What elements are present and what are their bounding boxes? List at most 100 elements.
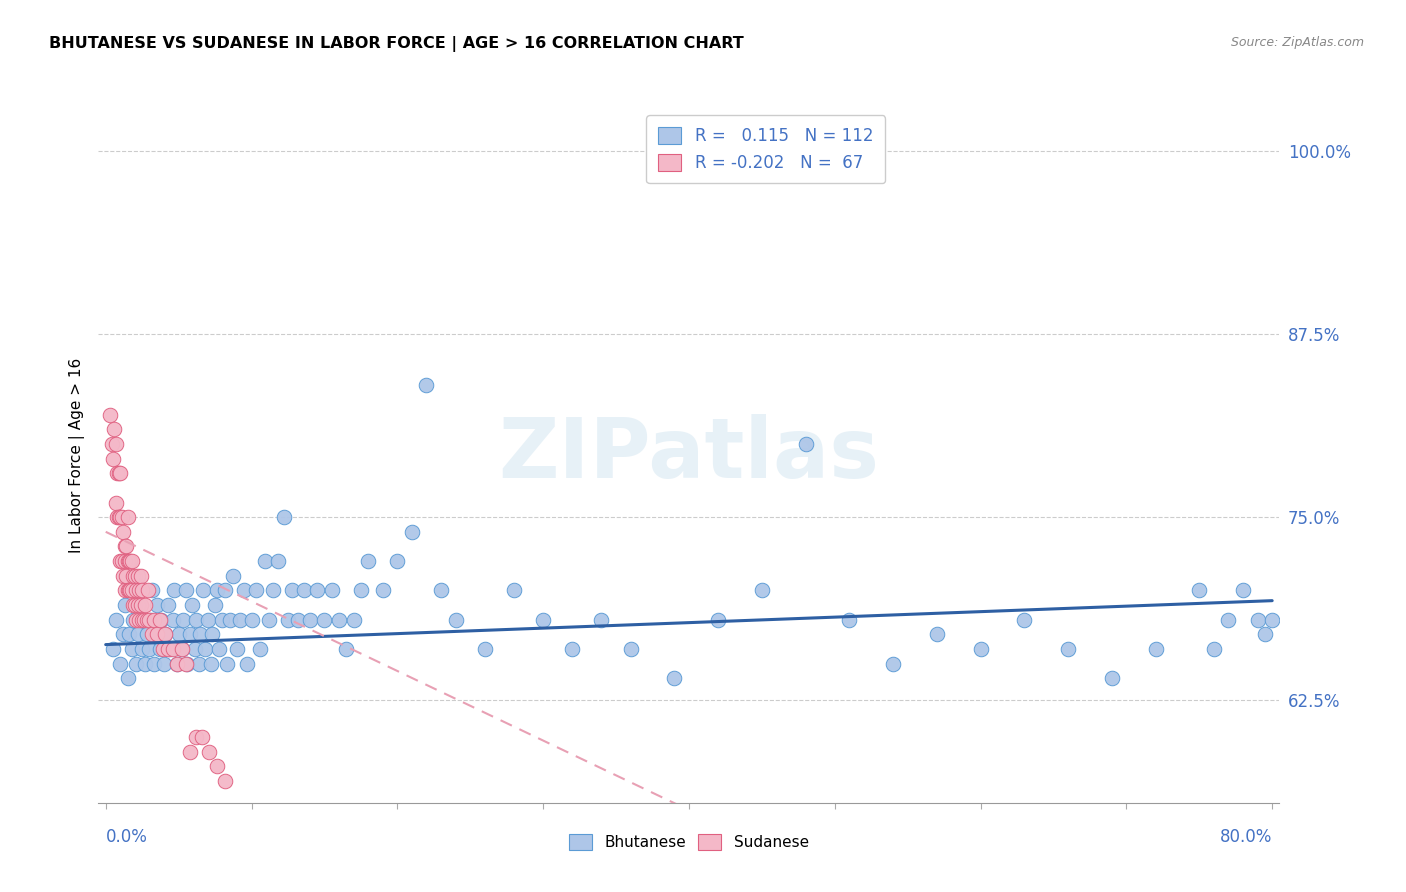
Point	[117, 671, 139, 685]
Point	[114, 554, 136, 568]
Point	[112, 627, 135, 641]
Point	[115, 540, 138, 554]
Point	[211, 613, 233, 627]
Point	[131, 613, 153, 627]
Point	[184, 730, 207, 744]
Point	[503, 583, 526, 598]
Point	[104, 437, 127, 451]
Point	[125, 657, 148, 671]
Point	[233, 583, 256, 598]
Point	[474, 642, 496, 657]
Point	[591, 613, 613, 627]
Legend: Bhutanese, Sudanese: Bhutanese, Sudanese	[561, 827, 817, 858]
Point	[664, 671, 686, 685]
Point	[153, 657, 176, 671]
Point	[159, 642, 181, 657]
Point	[155, 627, 177, 641]
Point	[179, 627, 201, 641]
Point	[170, 642, 193, 657]
Point	[121, 642, 143, 657]
Point	[157, 642, 180, 657]
Point	[101, 451, 124, 466]
Point	[183, 642, 205, 657]
Point	[204, 598, 226, 612]
Point	[531, 613, 554, 627]
Point	[149, 613, 172, 627]
Point	[240, 613, 263, 627]
Y-axis label: In Labor Force | Age > 16: In Labor Force | Age > 16	[69, 358, 84, 552]
Point	[98, 408, 121, 422]
Point	[129, 598, 152, 612]
Point	[104, 495, 127, 509]
Point	[314, 613, 336, 627]
Point	[794, 437, 817, 451]
Point	[143, 627, 166, 641]
Point	[205, 583, 228, 598]
Point	[110, 510, 132, 524]
Point	[110, 554, 132, 568]
Text: BHUTANESE VS SUDANESE IN LABOR FORCE | AGE > 16 CORRELATION CHART: BHUTANESE VS SUDANESE IN LABOR FORCE | A…	[49, 36, 744, 52]
Point	[444, 613, 467, 627]
Point	[117, 554, 139, 568]
Point	[179, 745, 201, 759]
Point	[145, 627, 167, 641]
Point	[253, 554, 276, 568]
Point	[124, 583, 146, 598]
Point	[127, 598, 149, 612]
Point	[110, 657, 132, 671]
Point	[1101, 671, 1123, 685]
Point	[167, 627, 190, 641]
Point	[321, 583, 343, 598]
Point	[127, 627, 149, 641]
Point	[245, 583, 267, 598]
Point	[925, 627, 948, 641]
Point	[100, 437, 122, 451]
Point	[229, 613, 252, 627]
Point	[118, 554, 141, 568]
Point	[215, 657, 238, 671]
Point	[124, 568, 146, 582]
Point	[430, 583, 453, 598]
Point	[707, 613, 730, 627]
Point	[132, 613, 155, 627]
Point	[190, 627, 212, 641]
Point	[134, 598, 156, 612]
Point	[118, 627, 141, 641]
Point	[1254, 627, 1277, 641]
Point	[125, 613, 148, 627]
Point	[108, 510, 131, 524]
Point	[132, 613, 155, 627]
Point	[142, 657, 165, 671]
Point	[111, 510, 134, 524]
Point	[105, 510, 128, 524]
Point	[117, 510, 139, 524]
Point	[335, 642, 357, 657]
Point	[122, 598, 145, 612]
Point	[110, 467, 132, 481]
Point	[149, 642, 172, 657]
Point	[127, 568, 149, 582]
Point	[1218, 613, 1240, 627]
Point	[138, 613, 160, 627]
Point	[128, 583, 150, 598]
Point	[120, 583, 142, 598]
Point	[307, 583, 329, 598]
Point	[172, 613, 194, 627]
Point	[129, 568, 152, 582]
Point	[561, 642, 583, 657]
Point	[174, 583, 197, 598]
Point	[969, 642, 991, 657]
Point	[194, 642, 217, 657]
Point	[114, 583, 136, 598]
Point	[122, 568, 145, 582]
Point	[174, 657, 197, 671]
Point	[145, 598, 167, 612]
Point	[118, 583, 141, 598]
Point	[112, 524, 135, 539]
Point	[166, 657, 188, 671]
Point	[838, 613, 860, 627]
Point	[1202, 642, 1225, 657]
Point	[273, 510, 295, 524]
Point	[751, 583, 773, 598]
Point	[882, 657, 904, 671]
